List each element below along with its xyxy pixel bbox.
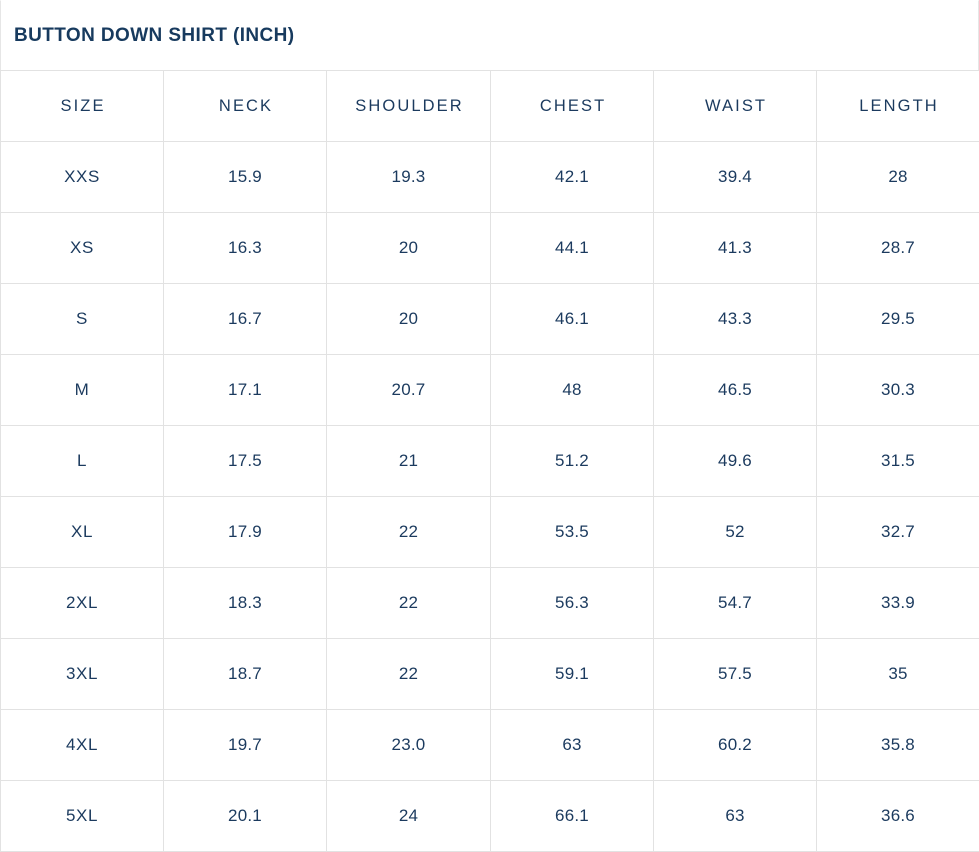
cell-neck: 19.7 <box>164 710 327 781</box>
cell-length: 29.5 <box>817 284 979 355</box>
cell-length: 28.7 <box>817 213 979 284</box>
cell-neck: 17.5 <box>164 426 327 497</box>
cell-shoulder: 22 <box>327 568 491 639</box>
cell-waist: 52 <box>654 497 817 568</box>
cell-shoulder: 19.3 <box>327 142 491 213</box>
title-bar: BUTTON DOWN SHIRT (INCH) <box>0 0 979 70</box>
column-header-neck: NECK <box>164 71 327 142</box>
cell-waist: 54.7 <box>654 568 817 639</box>
cell-length: 30.3 <box>817 355 979 426</box>
cell-shoulder: 20 <box>327 284 491 355</box>
cell-size: S <box>1 284 164 355</box>
cell-size: XXS <box>1 142 164 213</box>
cell-waist: 60.2 <box>654 710 817 781</box>
cell-size: M <box>1 355 164 426</box>
cell-chest: 56.3 <box>491 568 654 639</box>
cell-length: 32.7 <box>817 497 979 568</box>
cell-chest: 44.1 <box>491 213 654 284</box>
cell-neck: 18.7 <box>164 639 327 710</box>
cell-shoulder: 20.7 <box>327 355 491 426</box>
column-header-size: SIZE <box>1 71 164 142</box>
column-header-chest: CHEST <box>491 71 654 142</box>
cell-size: XL <box>1 497 164 568</box>
column-header-shoulder: SHOULDER <box>327 71 491 142</box>
cell-waist: 39.4 <box>654 142 817 213</box>
cell-length: 35.8 <box>817 710 979 781</box>
cell-length: 28 <box>817 142 979 213</box>
cell-chest: 42.1 <box>491 142 654 213</box>
cell-neck: 15.9 <box>164 142 327 213</box>
cell-neck: 17.9 <box>164 497 327 568</box>
cell-length: 35 <box>817 639 979 710</box>
cell-chest: 51.2 <box>491 426 654 497</box>
header-row: SIZE NECK SHOULDER CHEST WAIST LENGTH <box>1 71 979 142</box>
cell-chest: 48 <box>491 355 654 426</box>
cell-waist: 49.6 <box>654 426 817 497</box>
column-header-waist: WAIST <box>654 71 817 142</box>
cell-size: XS <box>1 213 164 284</box>
size-chart-table: SIZE NECK SHOULDER CHEST WAIST LENGTH XX… <box>0 70 979 852</box>
cell-neck: 16.7 <box>164 284 327 355</box>
cell-waist: 46.5 <box>654 355 817 426</box>
cell-shoulder: 22 <box>327 497 491 568</box>
cell-size: 4XL <box>1 710 164 781</box>
cell-size: 3XL <box>1 639 164 710</box>
cell-chest: 63 <box>491 710 654 781</box>
cell-neck: 18.3 <box>164 568 327 639</box>
page-title: BUTTON DOWN SHIRT (INCH) <box>14 25 295 47</box>
table-header: SIZE NECK SHOULDER CHEST WAIST LENGTH <box>1 71 979 142</box>
cell-chest: 53.5 <box>491 497 654 568</box>
cell-chest: 46.1 <box>491 284 654 355</box>
cell-shoulder: 22 <box>327 639 491 710</box>
cell-shoulder: 23.0 <box>327 710 491 781</box>
cell-size: 2XL <box>1 568 164 639</box>
cell-length: 31.5 <box>817 426 979 497</box>
cell-size: L <box>1 426 164 497</box>
cell-waist: 43.3 <box>654 284 817 355</box>
cell-shoulder: 20 <box>327 213 491 284</box>
cell-neck: 16.3 <box>164 213 327 284</box>
column-header-length: LENGTH <box>817 71 979 142</box>
cell-length: 33.9 <box>817 568 979 639</box>
cell-chest: 59.1 <box>491 639 654 710</box>
cell-waist: 41.3 <box>654 213 817 284</box>
cell-neck: 17.1 <box>164 355 327 426</box>
cell-waist: 57.5 <box>654 639 817 710</box>
cell-shoulder: 21 <box>327 426 491 497</box>
